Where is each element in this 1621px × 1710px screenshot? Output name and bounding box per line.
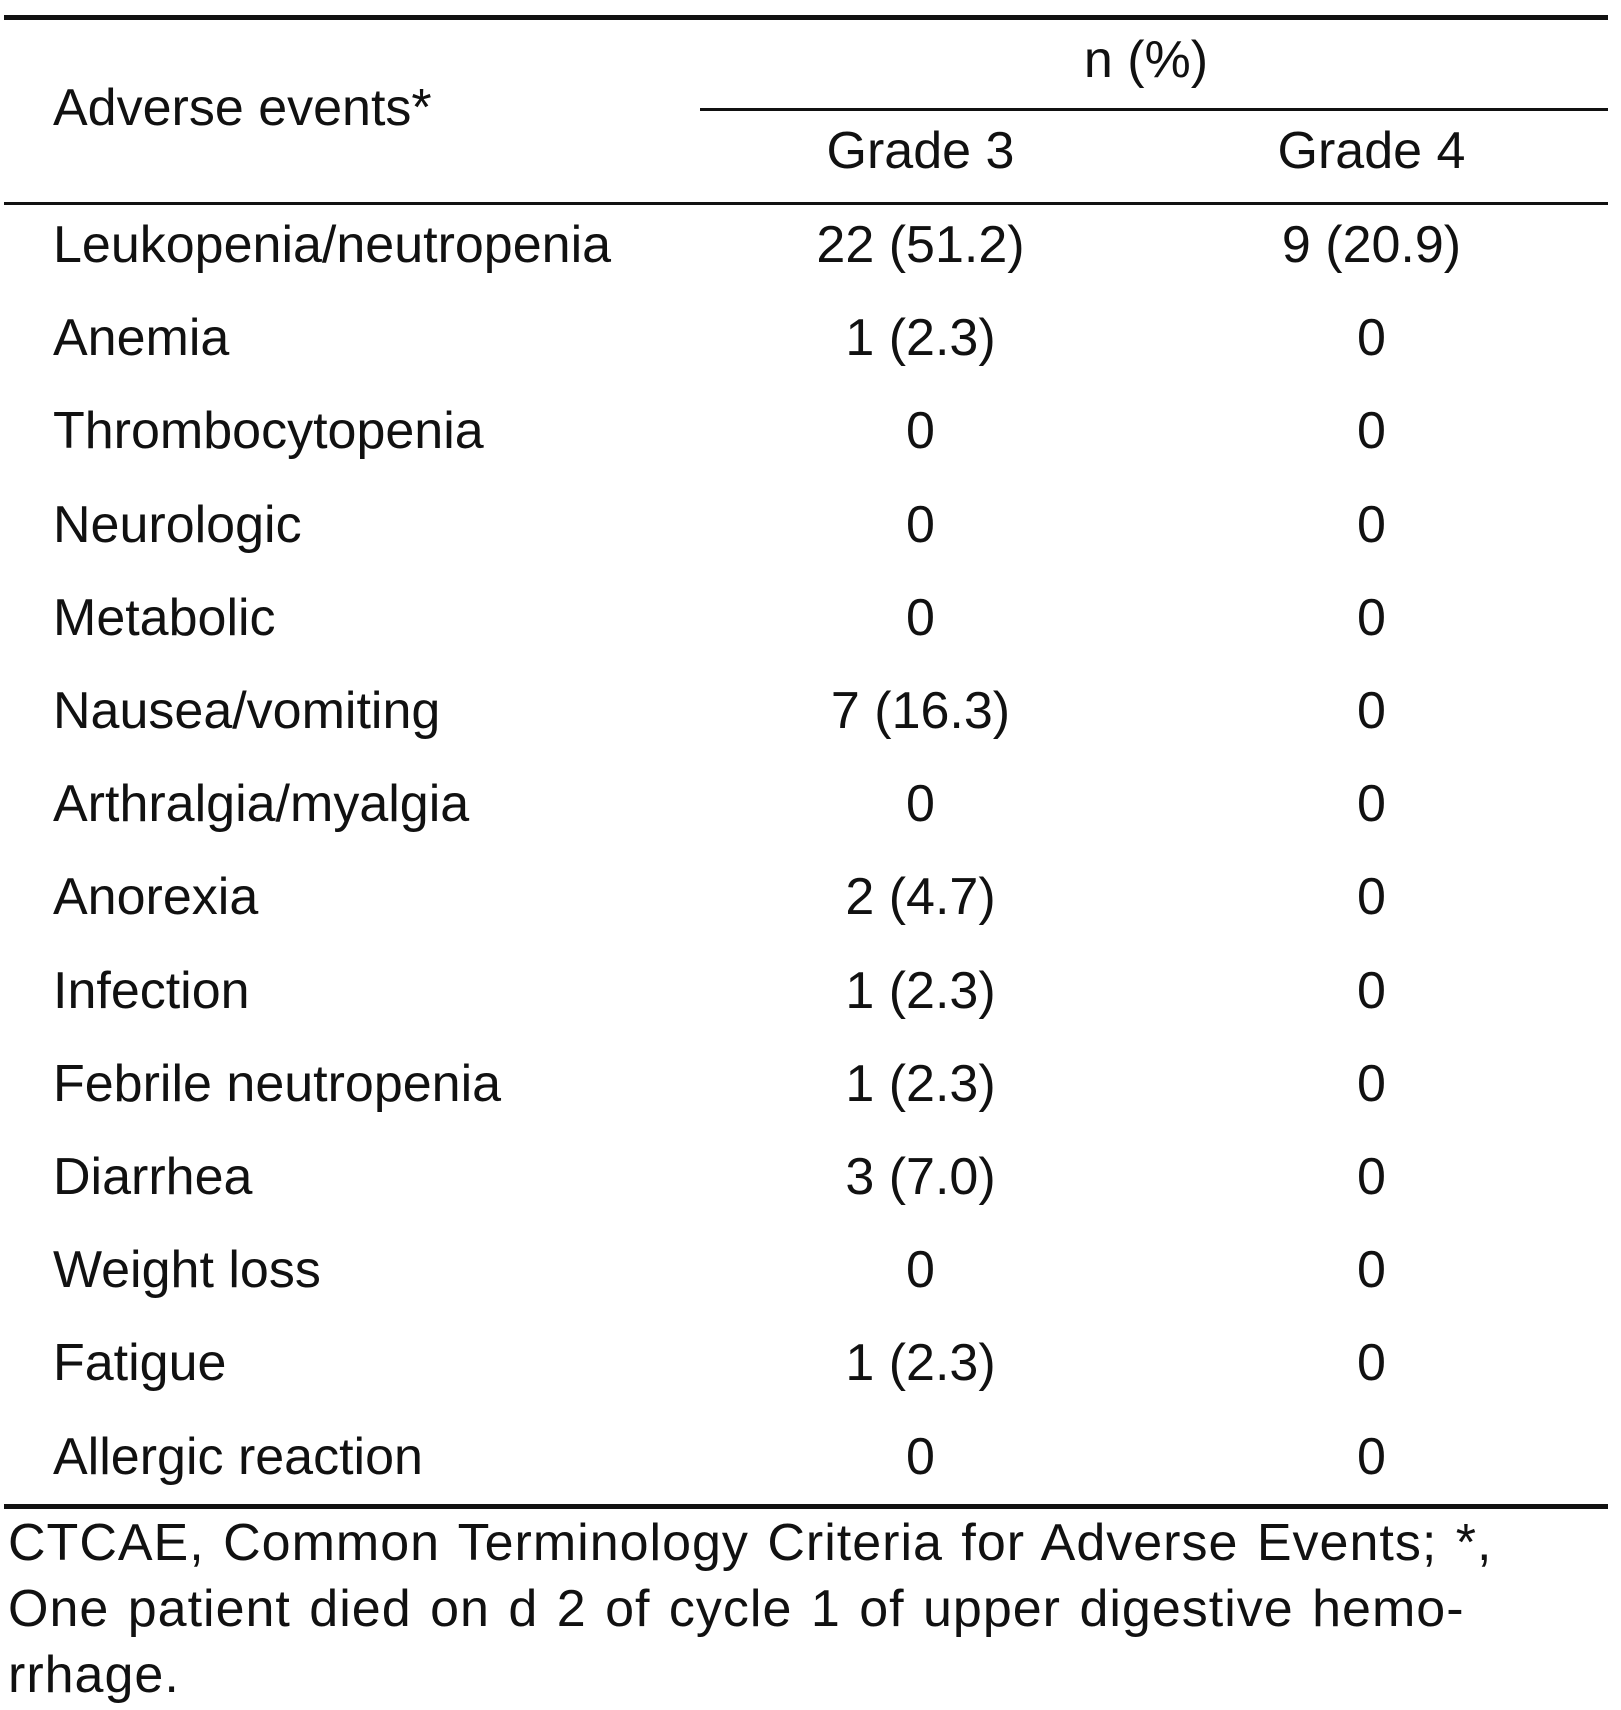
row-event-label: Anemia [53,309,230,367]
row-grade3-value: 3 (7.0) [845,1148,996,1206]
group-header-n-percent: n (%) [1083,31,1209,89]
row-event-label: Thrombocytopenia [53,402,484,460]
row-grade4-value: 0 [1357,682,1386,740]
row-grade4-value: 0 [1357,962,1386,1020]
row-grade4-value: 0 [1357,1055,1386,1113]
row-event-label: Leukopenia/neutropenia [53,216,612,274]
row-grade3-value: 0 [906,1428,935,1486]
row-event-label: Infection [53,962,250,1020]
row-grade3-value: 7 (16.3) [830,682,1011,740]
row-grade3-value: 0 [906,775,935,833]
row-event-label: Nausea/vomiting [53,682,441,740]
header-grade-4: Grade 4 [1277,122,1466,180]
row-grade4-value: 9 (20.9) [1281,216,1462,274]
row-grade3-value: 0 [906,402,935,460]
header-adverse-events: Adverse events* [53,79,432,137]
row-event-label: Anorexia [53,868,259,926]
row-grade4-value: 0 [1357,1241,1386,1299]
row-event-label: Weight loss [53,1241,321,1299]
row-grade3-value: 1 (2.3) [845,962,996,1020]
row-grade4-value: 0 [1357,868,1386,926]
row-grade4-value: 0 [1357,496,1386,554]
row-event-label: Febrile neutropenia [53,1055,502,1113]
row-grade4-value: 0 [1357,402,1386,460]
header-bottom-rule [4,202,1608,205]
row-grade3-value: 1 (2.3) [845,1334,996,1392]
row-grade4-value: 0 [1357,309,1386,367]
row-event-label: Arthralgia/myalgia [53,775,470,833]
row-grade4-value: 0 [1357,1334,1386,1392]
row-grade4-value: 0 [1357,775,1386,833]
row-grade3-value: 0 [906,1241,935,1299]
row-grade4-value: 0 [1357,589,1386,647]
group-header-rule [700,108,1608,111]
header-grade-3: Grade 3 [826,122,1015,180]
row-grade3-value: 0 [906,496,935,554]
row-grade3-value: 22 (51.2) [816,216,1025,274]
table-footnote: CTCAE, Common Terminology Criteria for A… [8,1514,1493,1704]
row-grade3-value: 2 (4.7) [845,868,996,926]
top-rule [4,15,1608,20]
bottom-rule [4,1504,1608,1509]
row-grade4-value: 0 [1357,1148,1386,1206]
row-event-label: Fatigue [53,1334,227,1392]
row-grade4-value: 0 [1357,1428,1386,1486]
row-grade3-value: 1 (2.3) [845,1055,996,1113]
row-grade3-value: 0 [906,589,935,647]
row-grade3-value: 1 (2.3) [845,309,996,367]
row-event-label: Allergic reaction [53,1428,423,1486]
row-event-label: Metabolic [53,589,276,647]
row-event-label: Diarrhea [53,1148,253,1206]
row-event-label: Neurologic [53,496,302,554]
